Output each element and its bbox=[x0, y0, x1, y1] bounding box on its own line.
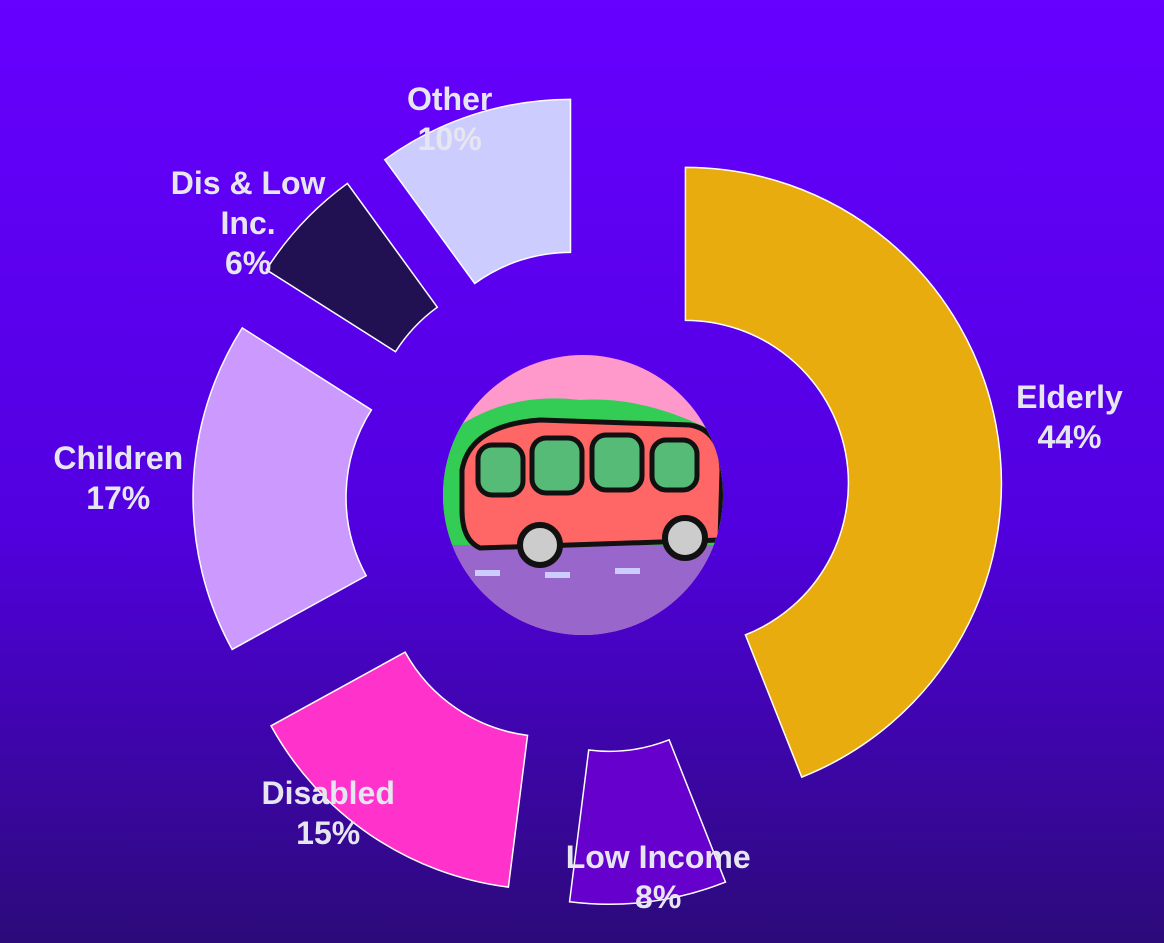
slice-value: 10% bbox=[417, 121, 482, 158]
slice-label: Other 10% bbox=[407, 79, 492, 159]
slice-label: Elderly 44% bbox=[1016, 377, 1123, 457]
slice-name: Children bbox=[53, 439, 184, 476]
donut-slice bbox=[192, 326, 373, 651]
slice-name: Disabled bbox=[261, 774, 395, 811]
donut-slice bbox=[265, 182, 439, 353]
bus-picture bbox=[443, 355, 723, 635]
slice-label: Children 17% bbox=[53, 438, 183, 518]
donut-slice bbox=[568, 738, 727, 906]
slice-label: Low Income 8% bbox=[566, 837, 751, 917]
slice-value: 17% bbox=[86, 479, 151, 516]
slice-label: Dis & Low Inc. 6% bbox=[148, 163, 348, 283]
donut-slice bbox=[383, 98, 572, 285]
donut-slice bbox=[684, 166, 1003, 779]
slice-value: 8% bbox=[635, 878, 682, 915]
slice-value: 6% bbox=[224, 245, 272, 282]
slice-value: 44% bbox=[1037, 418, 1102, 455]
donut-slice bbox=[270, 651, 529, 888]
slice-name: Other bbox=[406, 81, 493, 118]
slice-name: Dis & Low Inc. bbox=[170, 165, 326, 242]
slice-value: 15% bbox=[296, 814, 361, 851]
slice-name: Low Income bbox=[565, 838, 751, 875]
slice-name: Elderly bbox=[1016, 378, 1123, 415]
slice-label: Disabled 15% bbox=[262, 773, 395, 853]
